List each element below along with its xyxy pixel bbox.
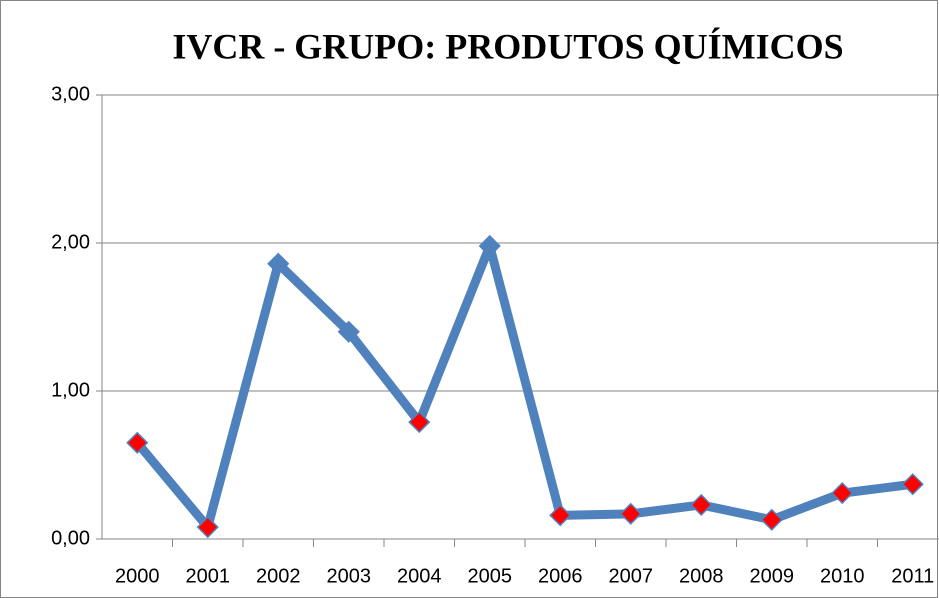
x-tick-label: 2010 [820,565,865,587]
x-tick-label: 2005 [468,565,513,587]
series-line [133,241,914,532]
marker [901,473,924,496]
marker [196,516,219,539]
marker [408,411,431,434]
marker [760,508,783,531]
marker [337,320,360,343]
x-tick-label: 2009 [750,565,795,587]
marker [267,252,290,275]
marker [549,504,572,527]
y-tick-label: 3,00 [51,83,90,105]
y-tick-label: 2,00 [51,231,90,253]
marker [478,234,501,258]
chart-title: IVCR - GRUPO: PRODUTOS QUÍMICOS [172,26,843,66]
x-tick-label: 2007 [609,565,654,587]
x-tick-label: 2011 [891,565,934,587]
marker [831,482,854,505]
x-tick-label: 2001 [186,565,231,587]
y-tick-label: 1,00 [51,379,90,401]
marker [126,431,149,454]
x-tick-label: 2002 [256,565,301,587]
x-tick-label: 2004 [397,565,442,587]
x-tick-label: 2003 [327,565,372,587]
marker [619,502,642,525]
x-tick-label: 2008 [679,565,724,587]
x-tick-label: 2000 [115,565,160,587]
marker [690,493,713,517]
x-tick-label: 2006 [538,565,583,587]
y-tick-label: 0,00 [51,527,90,549]
